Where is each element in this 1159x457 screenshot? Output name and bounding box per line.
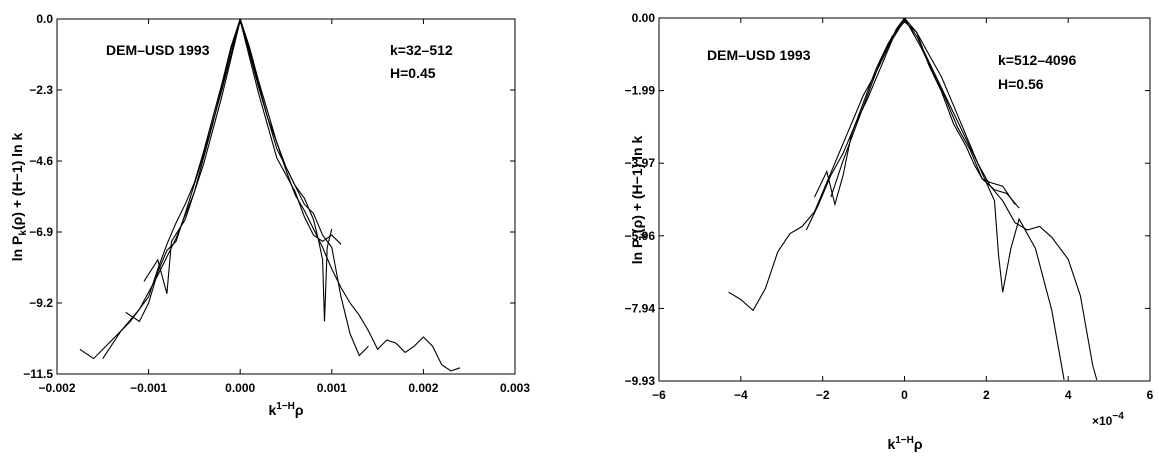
y-tick-label: −1.99 [625,84,656,98]
y-tick-label: −2.3 [29,83,53,97]
annotation-3: H=0.45 [390,65,436,81]
x-tick-label: 0.001 [317,381,347,395]
y-axis-label: ln Pk(ρ) + (H−1) ln k [9,132,29,261]
series-line-2 [805,18,1065,380]
right-chart-panel: −6 −4 −2 0 2 4 6 0.00 −1.99 −3.97 −5.96 −7.94 −9.93 D… [625,11,1154,452]
series-line-3 [125,19,333,323]
left-chart-panel: −0.002 −0.001 0.000 0.001 0.002 0.003 0.0 −2.3 −… [9,12,530,418]
y-tick-label: −4.6 [29,154,53,168]
y-label-sub: k [18,230,29,236]
x-label-sup: 1−H [276,401,295,412]
y-tick-label: −6.9 [29,225,53,239]
x-tick-label: −0.001 [130,381,167,395]
annotation-1: DEM–USD 1993 [106,42,210,58]
plot-frame [658,17,1151,382]
annotation-3: H=0.56 [998,76,1044,92]
x-tick-label: −6 [652,388,666,402]
x-tick-label: 0.002 [408,381,438,395]
y-tick-label: −9.93 [625,374,656,388]
x-tick-label: 2 [983,388,990,402]
annotation-1: DEM–USD 1993 [707,47,811,63]
series-line-3 [814,18,1020,209]
x-tick-label: 0.000 [225,381,255,395]
plot-frame [56,18,516,375]
x-tick-label: 4 [1065,388,1072,402]
y-tick-label: −11.5 [23,367,53,381]
x-tick-label: −2 [816,388,830,402]
y-tick-label: −9.2 [29,296,53,310]
x-axis-label: k1−Hρ [268,401,303,418]
annotation-2: k=32–512 [390,42,453,58]
x-tick-label: −4 [734,388,748,402]
x-multiplier: ×10−4 [1092,411,1124,428]
x-label-base: k [887,436,895,452]
y-tick-label: 0.00 [632,11,656,25]
x-axis-label: k1−Hρ [887,435,922,452]
annotation-2: k=512–4096 [998,52,1076,68]
y-label-b: (ρ) + (H−1) ln k [629,135,645,233]
y-tick-label: −5.96 [625,229,656,243]
x-label-sup: 1−H [895,435,914,446]
x-multiplier-exp: −4 [1112,411,1124,422]
x-tick-label: 6 [1147,388,1154,402]
series-line-4 [143,20,342,294]
series-line-2 [102,19,369,359]
y-tick-label: 0.0 [36,12,53,26]
y-label-b: (ρ) + (H−1) ln k [9,132,25,230]
y-label-a: ln P [9,236,25,262]
x-tick-label: −0.002 [38,381,75,395]
y-tick-label: −3.97 [625,156,656,170]
series-line-1 [79,19,461,372]
y-label-sub: k [638,233,649,239]
series-line-4 [830,20,1016,205]
y-axis-label: ln Pk(ρ) + (H−1) ln k [629,135,649,264]
x-label-base: k [268,402,276,418]
x-tick-label: 0 [901,388,908,402]
x-tick-label: 0.003 [500,381,530,395]
x-multiplier-base: ×10 [1092,414,1113,428]
y-label-a: ln P [629,239,645,265]
x-label-tail: ρ [295,402,304,418]
y-tick-label: −7.94 [625,301,656,315]
x-label-tail: ρ [914,436,923,452]
series-line-1 [728,18,1098,381]
